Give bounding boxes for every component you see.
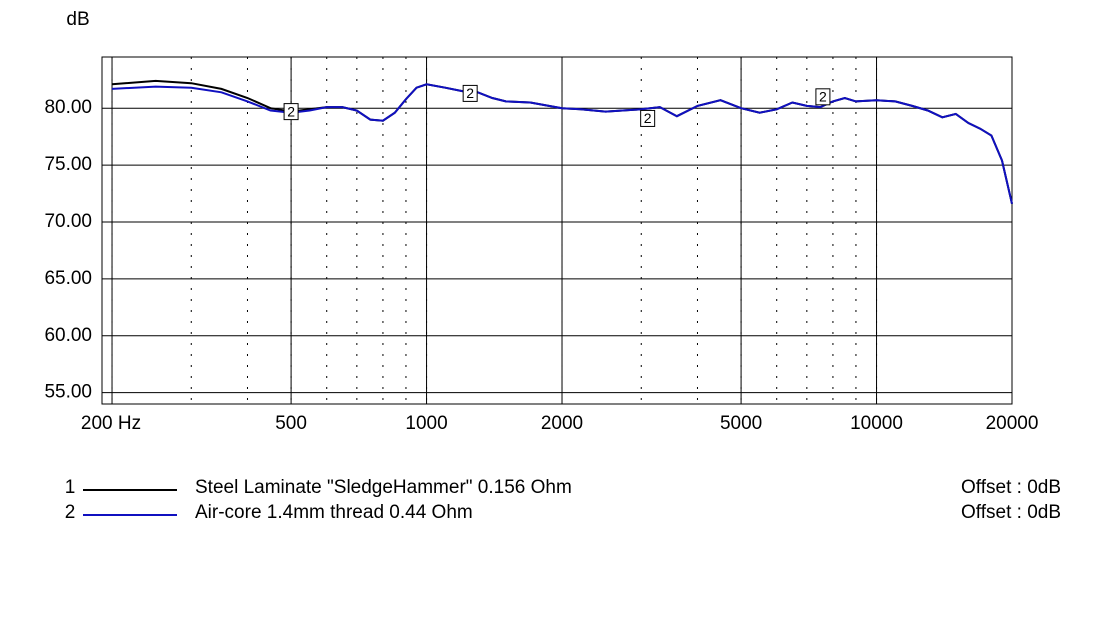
marker-box	[640, 109, 656, 127]
legend-label: Air-core 1.4mm thread 0.44 Ohm	[195, 502, 473, 523]
x-tick-label: 10000	[850, 413, 903, 434]
x-tick-label: 20000	[986, 413, 1039, 434]
x-tick-label: 2000	[541, 413, 583, 434]
legend-offset: Offset : 0dB	[961, 477, 1061, 498]
y-tick-label: 65.00	[44, 268, 92, 289]
x-tick-label: 5000	[720, 413, 762, 434]
legend-offset: Offset : 0dB	[961, 502, 1061, 523]
marker-box	[283, 103, 299, 121]
y-tick-label: 60.00	[44, 325, 92, 346]
marker-label: 2	[287, 103, 295, 119]
y-tick-label: 80.00	[44, 97, 92, 118]
x-tick-label: 1000	[405, 413, 447, 434]
y-axis-label: dB	[66, 9, 89, 30]
marker-label: 2	[644, 110, 652, 126]
legend-id: 1	[65, 477, 76, 498]
y-tick-label: 55.00	[44, 382, 92, 403]
legend-id: 2	[65, 502, 76, 523]
marker-label: 2	[466, 85, 474, 101]
marker-box	[462, 84, 478, 102]
legend-label: Steel Laminate "SledgeHammer" 0.156 Ohm	[195, 477, 572, 498]
plot-frame	[101, 56, 1013, 405]
marker-label: 2	[819, 89, 827, 105]
x-tick-label: 200 Hz	[81, 413, 141, 434]
marker-box	[815, 88, 831, 106]
y-tick-label: 70.00	[44, 211, 92, 232]
x-tick-label: 500	[275, 413, 307, 434]
y-tick-label: 75.00	[44, 154, 92, 175]
series-line	[111, 83, 1013, 205]
